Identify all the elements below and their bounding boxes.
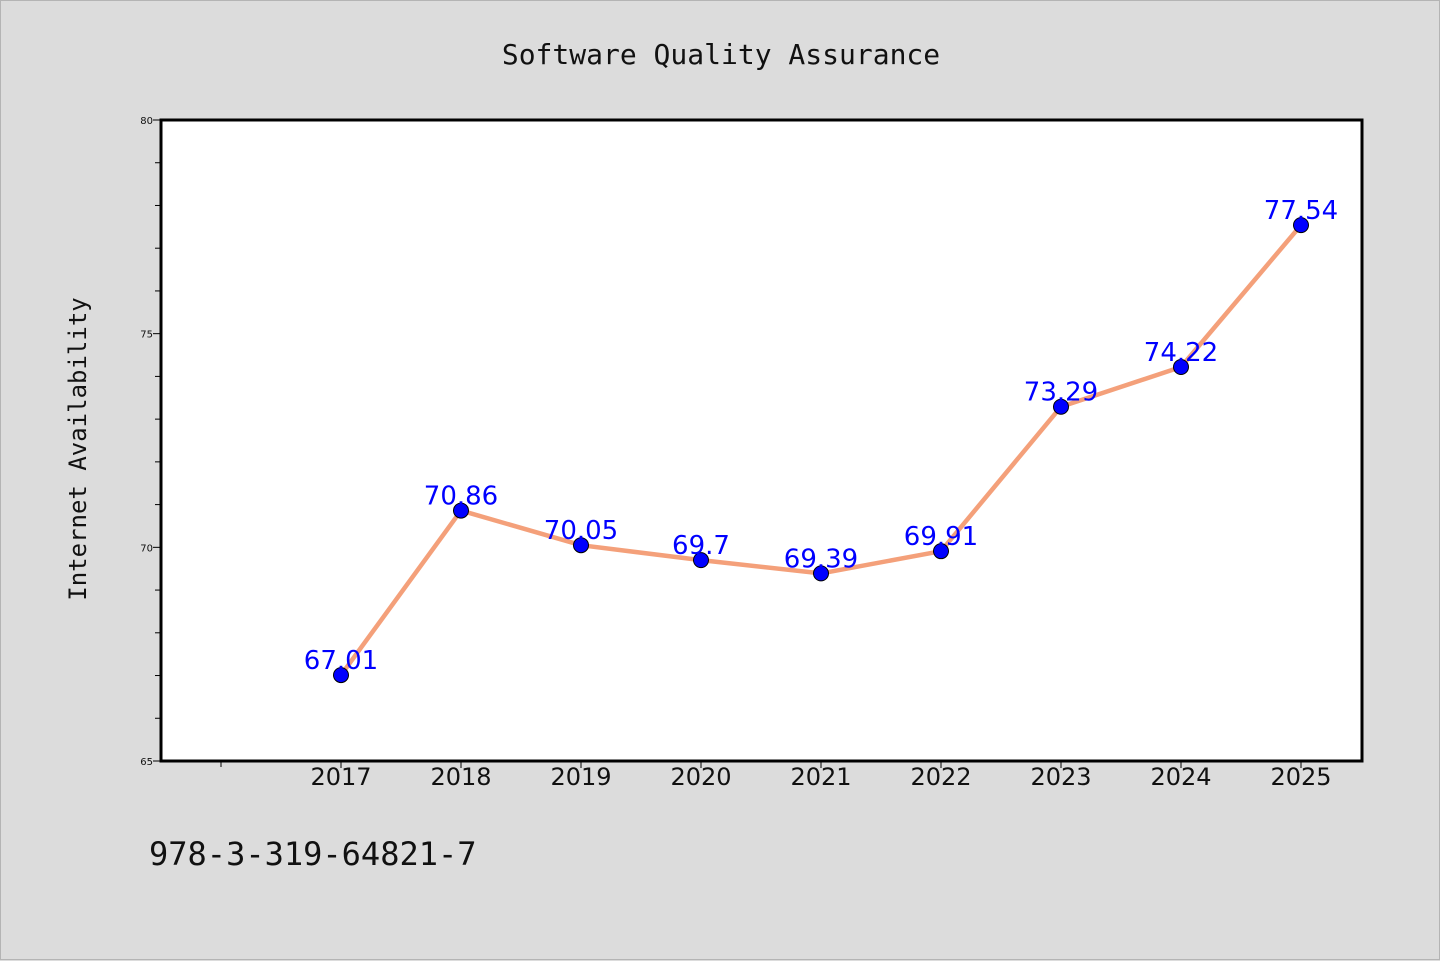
data-point [573,537,589,554]
data-label: 77.54 [1264,196,1338,226]
data-label: 69.7 [672,531,730,561]
chart-title: Software Quality Assurance [502,38,940,71]
x-axis-ticks: 2017 2018 2019 2020 2021 2022 2023 2024 2025 [220,761,1332,791]
series-group: 67.01 70.86 70.05 69.7 69.39 69.91 73.29 74.22 7… [304,196,1338,684]
y-axis-label: Internet Availability [64,297,92,600]
data-label: 69.91 [904,522,978,552]
y-tick-label: 70 [140,543,153,554]
data-point [1053,398,1069,415]
data-label: 69.39 [784,544,858,574]
data-label: 74.22 [1144,338,1218,368]
y-tick-label: 80 [140,116,153,127]
plot-area [159,118,1364,763]
y-tick-label: 65 [140,757,153,768]
y-axis-ticks: 65 70 75 80 [140,116,161,768]
x-tick-label: 2018 [430,763,491,791]
data-point [693,552,709,569]
data-point [1173,358,1189,375]
data-label: 70.05 [544,516,618,546]
data-label: 67.01 [304,646,378,676]
data-point [813,565,829,582]
data-label: 70.86 [424,482,498,512]
data-point [333,667,349,684]
x-tick-label: 2022 [910,763,971,791]
x-tick-label: 2020 [670,763,731,791]
x-tick-label: 2024 [1150,763,1211,791]
y-tick-label: 75 [140,330,153,341]
x-tick-label: 2017 [310,763,371,791]
data-label: 73.29 [1024,378,1098,408]
data-point [453,502,469,519]
data-point [1293,217,1309,234]
x-tick-label: 2023 [1030,763,1091,791]
data-point [933,543,949,560]
x-tick-label: 2019 [550,763,611,791]
x-tick-label: 2021 [790,763,851,791]
footnote-isbn: 978-3-319-64821-7 [149,835,477,873]
x-tick-label: 2025 [1270,763,1331,791]
